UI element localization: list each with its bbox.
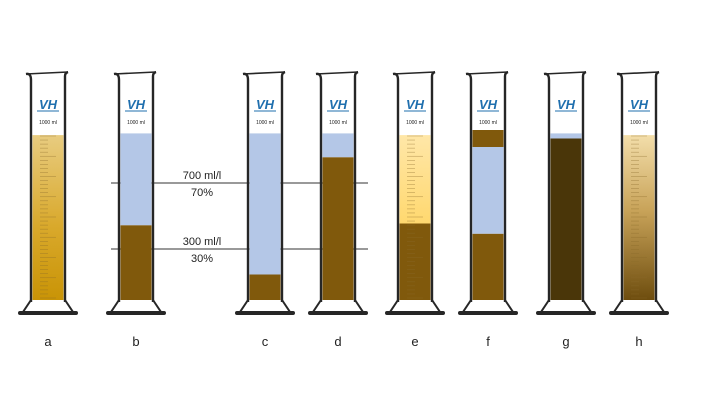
cylinder-foot [609, 311, 669, 315]
tube-rim [616, 71, 660, 75]
liquid-layer [472, 130, 504, 147]
liquid-layer [322, 133, 354, 158]
cylinder-base [109, 299, 163, 313]
cylinder-foot [106, 311, 166, 315]
cylinder-label: e [411, 334, 418, 349]
cylinder-label: h [635, 334, 642, 349]
brand-logo: VH [479, 97, 498, 112]
cylinder-base [539, 299, 593, 313]
graduation-marks [40, 135, 56, 299]
cylinder-label: g [562, 334, 569, 349]
cylinder-base [612, 299, 666, 313]
cylinder-g: VH g [536, 70, 596, 349]
volume-mark: 1000 ml [39, 120, 57, 126]
cylinder-d: VH 1000 ml d [308, 70, 368, 349]
brand-logo: VH [406, 97, 425, 112]
tube-rim [465, 71, 509, 75]
liquid-layer [550, 138, 582, 300]
tube-rim [392, 71, 436, 75]
tube-rim [315, 71, 359, 75]
cylinder-foot [536, 311, 596, 315]
volume-mark: 1000 ml [329, 120, 347, 126]
cylinder-base [238, 299, 292, 313]
volume-mark: 1000 ml [630, 120, 648, 126]
graduation-marks [407, 135, 423, 299]
cylinder-base [461, 299, 515, 313]
brand-logo: VH [256, 97, 275, 112]
liquid-layer [623, 135, 655, 300]
reference-percent-label: 70% [191, 187, 213, 199]
tube-rim [543, 71, 587, 75]
tube-rim [113, 71, 157, 75]
volume-mark: 1000 ml [406, 120, 424, 126]
cylinder-foot [308, 311, 368, 315]
cylinder-e: VH 1000 ml e [385, 70, 445, 349]
volume-mark: 1000 ml [127, 120, 145, 126]
cylinder-a: VH 1000 ml a [18, 70, 78, 349]
brand-logo: VH [127, 97, 146, 112]
cylinder-label: f [486, 334, 490, 349]
liquid-layer [249, 133, 281, 275]
brand-logo: VH [630, 97, 649, 112]
cylinder-h: VH 1000 ml h [609, 70, 669, 349]
liquid-layer [120, 133, 152, 226]
graduated-cylinders: VH 1000 ml a VH 1000 ml b VH 1000 ml c VH 1000 ml d… [18, 70, 669, 349]
brand-logo: VH [329, 97, 348, 112]
reference-percent-label: 30% [191, 253, 213, 265]
liquid-layer [32, 135, 64, 300]
brand-logo: VH [557, 97, 576, 112]
cylinder-label: a [44, 334, 52, 349]
reference-value-label: 300 ml/l [183, 236, 222, 248]
cylinder-c: VH 1000 ml c [235, 70, 295, 349]
liquid-layer [322, 157, 354, 300]
cylinder-foot [235, 311, 295, 315]
cylinder-foot [458, 311, 518, 315]
liquid-layer [550, 133, 582, 139]
brand-logo: VH [39, 97, 58, 112]
liquid-layer [120, 225, 152, 300]
cylinder-b: VH 1000 ml b [106, 70, 166, 349]
cylinder-foot [385, 311, 445, 315]
cylinder-base [21, 299, 75, 313]
liquid-layer [472, 147, 504, 234]
cylinder-label: b [132, 334, 139, 349]
cylinder-label: d [334, 334, 341, 349]
reference-value-label: 700 ml/l [183, 170, 222, 182]
cylinder-base [311, 299, 365, 313]
tube-rim [242, 71, 286, 75]
cylinder-f: VH 1000 ml f [458, 70, 518, 349]
liquid-layer [472, 233, 504, 300]
cylinder-base [388, 299, 442, 313]
cylinder-label: c [262, 334, 269, 349]
tube-rim [25, 71, 69, 75]
volume-mark: 1000 ml [479, 120, 497, 126]
cylinder-foot [18, 311, 78, 315]
graduation-marks [631, 135, 647, 299]
liquid-layer [249, 274, 281, 300]
volume-mark: 1000 ml [256, 120, 274, 126]
